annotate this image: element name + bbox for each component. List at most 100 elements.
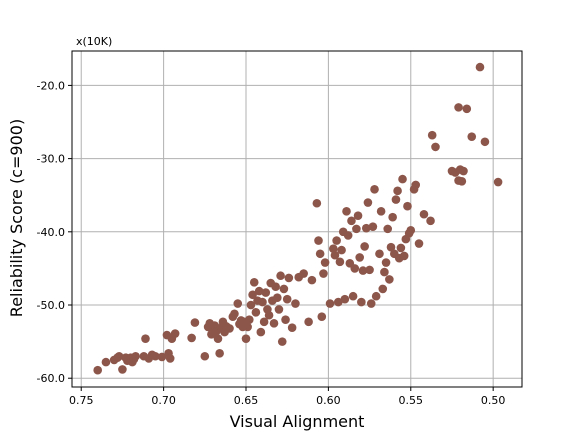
data-point: [277, 337, 287, 346]
x-tick-label: 0.55: [399, 394, 424, 407]
data-point: [261, 288, 271, 297]
data-point: [271, 282, 280, 292]
data-point: [368, 222, 378, 231]
data-point: [304, 317, 313, 327]
data-point: [187, 333, 196, 343]
data-point: [396, 243, 406, 253]
data-point: [385, 275, 394, 284]
data-point: [391, 195, 401, 204]
data-point: [386, 242, 396, 252]
data-point: [329, 244, 338, 253]
data-point: [399, 251, 409, 261]
data-point: [361, 223, 371, 233]
data-point: [333, 297, 343, 307]
data-point: [307, 275, 317, 285]
data-point: [276, 271, 285, 281]
data-point: [459, 166, 468, 176]
data-point: [281, 315, 290, 324]
data-point: [118, 365, 127, 374]
data-point: [493, 177, 503, 187]
y-axis-title: Reliability Score (c=900): [7, 119, 26, 317]
data-point: [131, 351, 140, 361]
x-tick-label: 0.75: [69, 394, 94, 407]
data-point: [406, 226, 416, 235]
data-point: [200, 351, 210, 361]
data-point: [352, 224, 361, 234]
data-point: [273, 293, 282, 302]
data-point: [475, 62, 485, 72]
data-point: [312, 198, 322, 208]
data-point: [230, 309, 239, 319]
data-point: [376, 207, 386, 216]
data-point: [213, 334, 223, 343]
data-point: [357, 297, 366, 307]
data-point: [371, 291, 381, 301]
data-point: [363, 198, 373, 207]
data-point: [299, 269, 308, 278]
data-point: [315, 249, 325, 259]
data-point: [431, 142, 440, 152]
data-point: [93, 365, 103, 375]
data-point: [215, 349, 224, 358]
data-point: [269, 319, 279, 328]
y-tick-label: -30.0: [37, 153, 65, 166]
data-point: [248, 290, 257, 300]
data-point: [398, 174, 407, 184]
data-point: [353, 211, 363, 221]
data-point: [243, 322, 252, 332]
data-point: [279, 284, 289, 294]
data-point: [378, 284, 388, 294]
data-point: [366, 299, 376, 308]
data-point: [380, 267, 389, 277]
data-point: [282, 294, 292, 304]
data-point: [370, 185, 379, 194]
x-tick-label: 0.70: [151, 394, 176, 407]
y-tick-label: -40.0: [37, 226, 65, 239]
data-point: [258, 297, 267, 307]
data-point: [419, 209, 429, 219]
grid: [72, 51, 522, 387]
data-point: [320, 258, 330, 267]
data-point: [393, 186, 402, 196]
axis-ticks: 0.75 0.70 0.65 0.60 0.55 0.50 -60.0 -50.0 -40.0 -…: [37, 79, 506, 407]
data-point: [259, 317, 269, 327]
data-point: [233, 299, 243, 308]
data-point: [480, 137, 490, 147]
data-point: [375, 249, 384, 259]
data-point: [403, 201, 412, 211]
data-point: [337, 245, 346, 255]
data-point: [151, 351, 160, 361]
data-point: [340, 294, 350, 304]
data-point: [287, 323, 297, 333]
data-point: [249, 278, 259, 287]
data-point: [264, 310, 274, 320]
data-point: [241, 334, 251, 343]
data-point: [350, 264, 360, 273]
data-point: [454, 103, 463, 112]
data-point: [467, 132, 477, 141]
y-axis-offset-label: x(10K): [76, 35, 112, 48]
x-tick-label: 0.60: [316, 394, 341, 407]
data-point: [114, 351, 124, 361]
data-point: [457, 177, 467, 186]
data-point: [157, 352, 167, 362]
data-point: [462, 104, 472, 114]
data-point: [343, 231, 353, 240]
data-point: [317, 312, 327, 322]
y-tick-label: -20.0: [37, 79, 65, 92]
data-point: [251, 308, 261, 317]
data-point: [141, 334, 150, 343]
data-point: [360, 242, 369, 251]
data-point: [358, 266, 368, 275]
data-point: [165, 354, 175, 363]
data-point: [190, 318, 200, 327]
data-point: [383, 224, 393, 234]
y-tick-label: -50.0: [37, 299, 65, 312]
data-point: [365, 265, 374, 275]
data-point: [330, 250, 340, 260]
data-point: [170, 329, 180, 338]
data-point: [319, 269, 328, 278]
data-point: [411, 180, 421, 190]
data-point: [256, 327, 266, 337]
